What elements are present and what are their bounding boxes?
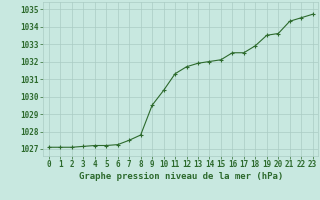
X-axis label: Graphe pression niveau de la mer (hPa): Graphe pression niveau de la mer (hPa) <box>79 172 283 181</box>
